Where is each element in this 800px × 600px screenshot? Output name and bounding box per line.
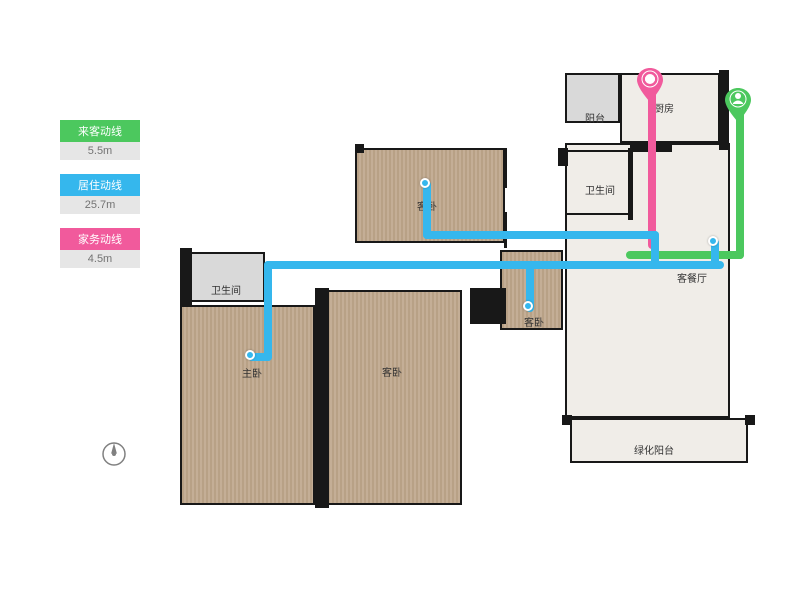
room-bathroom-top: 卫生间: [565, 150, 630, 215]
room-balcony-1: 阳台: [565, 73, 620, 123]
room-label-bedroom-btm: 客卧: [382, 364, 402, 379]
wall-1: [504, 148, 507, 188]
path-blue-2: [264, 261, 272, 361]
wall-6: [558, 148, 568, 166]
path-pink-0: [648, 81, 656, 249]
wall-5: [355, 144, 364, 153]
floorplan: 阳台厨房客卧卫生间客餐厅客卧卫生间主卧客卧绿化阳台: [170, 60, 760, 570]
wall-3: [315, 288, 329, 508]
room-label-green-balcony: 绿化阳台: [634, 442, 674, 457]
legend-value-chore: 4.5m: [60, 250, 140, 268]
legend-item-guest: 来客动线 5.5m: [60, 120, 140, 160]
room-label-master-bedroom: 主卧: [242, 365, 262, 380]
legend: 来客动线 5.5m 居住动线 25.7m 家务动线 4.5m: [60, 120, 140, 282]
room-green-balcony: 绿化阳台: [570, 418, 748, 463]
chore-pin-icon: [637, 68, 663, 102]
wall-2: [470, 288, 506, 324]
room-label-bedroom-mid: 客卧: [524, 314, 544, 329]
legend-value-living: 25.7m: [60, 196, 140, 214]
legend-value-guest: 5.5m: [60, 142, 140, 160]
path-blue-5: [651, 231, 659, 269]
room-label-balcony-1: 阳台: [585, 110, 605, 125]
path-dot-blue-3: [708, 236, 718, 246]
path-green-1: [626, 251, 744, 259]
room-label-kitchen: 厨房: [654, 100, 674, 115]
room-label-bathroom-left: 卫生间: [211, 282, 241, 297]
path-dot-blue-1: [245, 350, 255, 360]
compass-icon: [100, 440, 128, 468]
wall-0: [504, 212, 507, 248]
room-label-bathroom-top: 卫生间: [585, 182, 615, 197]
wall-10: [628, 148, 633, 220]
legend-item-chore: 家务动线 4.5m: [60, 228, 140, 268]
legend-label-chore: 家务动线: [60, 228, 140, 250]
legend-label-living: 居住动线: [60, 174, 140, 196]
legend-item-living: 居住动线 25.7m: [60, 174, 140, 214]
wall-8: [562, 415, 572, 425]
path-dot-blue-0: [420, 178, 430, 188]
legend-label-guest: 来客动线: [60, 120, 140, 142]
room-kitchen: 厨房: [620, 73, 720, 143]
wall-9: [745, 415, 755, 425]
room-bathroom-left: 卫生间: [185, 252, 265, 302]
wall-4: [180, 248, 192, 306]
room-label-living-dining: 客餐厅: [677, 270, 707, 285]
room-master-bedroom: 主卧: [180, 305, 315, 505]
path-green-0: [736, 101, 744, 259]
path-blue-4: [423, 231, 659, 239]
room-bedroom-btm: 客卧: [322, 290, 462, 505]
path-dot-blue-2: [523, 301, 533, 311]
guest-pin-icon: [725, 88, 751, 122]
